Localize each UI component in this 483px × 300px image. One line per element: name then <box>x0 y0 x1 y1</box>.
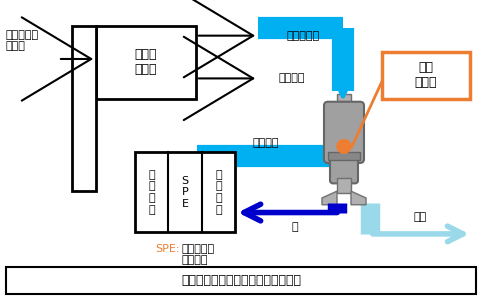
Text: 気液
分離器: 気液 分離器 <box>415 61 437 89</box>
FancyBboxPatch shape <box>330 156 358 183</box>
FancyBboxPatch shape <box>328 152 360 160</box>
Text: オゾン
飽和器: オゾン 飽和器 <box>135 48 157 76</box>
FancyBboxPatch shape <box>382 52 470 99</box>
Text: カソードで生成する水素と水を分離: カソードで生成する水素と水を分離 <box>181 274 301 287</box>
FancyBboxPatch shape <box>96 26 196 99</box>
Text: 水＋水素: 水＋水素 <box>253 138 279 148</box>
FancyBboxPatch shape <box>72 26 96 191</box>
FancyBboxPatch shape <box>135 152 235 232</box>
Text: 個体高分子
電解質膜: 個体高分子 電解質膜 <box>181 244 214 265</box>
Text: 水＋オゾン
＋酸素: 水＋オゾン ＋酸素 <box>5 30 38 51</box>
Polygon shape <box>351 191 366 205</box>
Text: SPE:: SPE: <box>155 244 180 254</box>
Text: カ
ソ
ー
ド: カ ソ ー ド <box>215 170 222 214</box>
Text: 水素: 水素 <box>413 212 426 222</box>
Text: オゾンガス: オゾンガス <box>286 31 320 41</box>
FancyBboxPatch shape <box>6 267 476 294</box>
Text: 水: 水 <box>292 222 298 232</box>
FancyBboxPatch shape <box>337 94 351 108</box>
Text: ア
ノ
ー
ド: ア ノ ー ド <box>148 170 155 214</box>
FancyBboxPatch shape <box>337 178 351 193</box>
Polygon shape <box>322 191 337 205</box>
FancyBboxPatch shape <box>324 102 364 163</box>
Circle shape <box>337 140 351 153</box>
Text: S
P
E: S P E <box>182 176 188 209</box>
Text: オゾン水: オゾン水 <box>279 74 305 83</box>
